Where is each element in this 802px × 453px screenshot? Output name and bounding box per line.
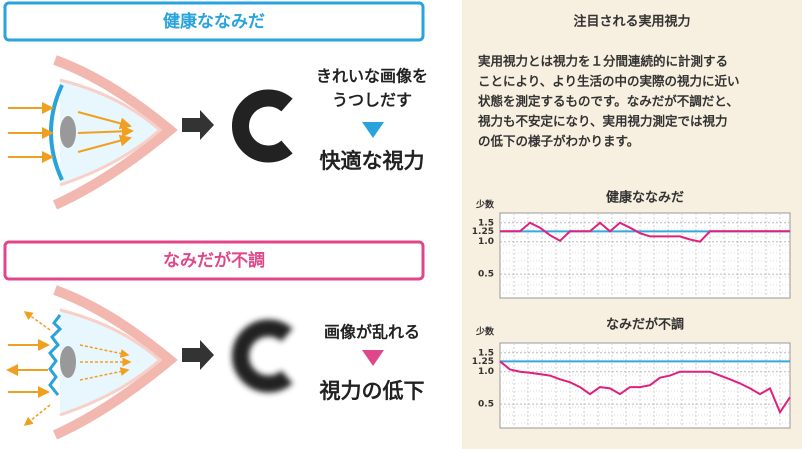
y-tick-label: 1.5 [478,348,494,358]
caption: きれいな画像を [316,67,428,86]
section-title: 健康ななみだ [163,11,265,32]
caption: 画像が乱れる [324,323,420,342]
y-tick-label: 0.5 [478,400,494,410]
y-tick-label: 1.25 [472,357,494,367]
paragraph-line: 状態を測定するものです。なみだが不調だと、 [478,94,739,109]
result: 快適な視力 [320,149,425,173]
eye-illustration [8,55,293,210]
paragraph-line: 実用視力とは視力を１分間連続的に計測する [478,54,728,69]
panel-title: 注目される実用視力 [573,14,690,30]
y-axis-label: 少数 [475,199,495,211]
eye-illustration [6,285,293,440]
caption: うつしだす [332,91,412,110]
result: 視力の低下 [319,379,425,403]
y-tick-label: 1.5 [478,218,494,228]
title-box [3,1,425,42]
data-line [500,221,790,243]
section-title: なみだが不調 [163,250,265,271]
y-tick-label: 1.25 [472,227,494,237]
y-axis-label: 少数 [475,326,495,338]
chart-title: 健康ななみだ [606,190,684,206]
data-line [499,360,791,415]
y-tick-label: 0.5 [478,270,494,280]
y-tick-label: 1.0 [478,237,494,247]
paragraph-line: ことにより、より生活の中の実際の視力に近い [478,74,740,89]
plot-area [499,212,791,299]
paragraph-line: の低下の様子がわかります。 [478,134,639,149]
title-box [3,240,425,281]
chart-title: なみだが不調 [606,317,684,333]
down-triangle [362,122,384,138]
down-triangle [362,350,384,366]
y-tick-label: 1.0 [478,367,494,377]
paragraph-line: 視力も不安定になり、実用視力測定では視力 [477,114,728,129]
